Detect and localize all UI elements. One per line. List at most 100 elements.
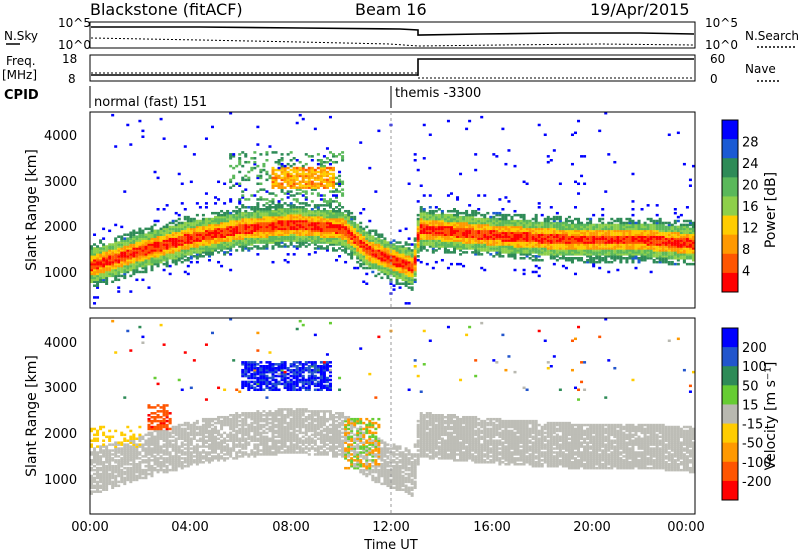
power-cell: [525, 229, 529, 233]
power-cell: [232, 217, 236, 221]
velocity-cell: [117, 474, 121, 478]
power-cell: [280, 162, 284, 166]
power-cell: [577, 249, 581, 252]
power-cell: [652, 260, 656, 264]
power-cell: [383, 272, 387, 276]
power-cell: [607, 270, 611, 274]
power-cell: [262, 162, 266, 166]
power-cell: [561, 221, 565, 225]
power-cell: [280, 204, 284, 207]
power-cell: [431, 215, 435, 219]
power-cell: [192, 225, 196, 229]
velocity-cell: [123, 461, 127, 464]
power-cell: [459, 235, 463, 238]
power-cell: [658, 257, 662, 260]
power-cell: [277, 221, 281, 225]
power-cell: [183, 221, 187, 225]
power-cell: [419, 235, 423, 238]
power-cell: [90, 245, 93, 248]
power-cell: [241, 247, 245, 250]
power-cell: [410, 243, 414, 246]
power-cell: [561, 245, 565, 248]
power-cell: [673, 219, 677, 223]
power-cell: [688, 219, 692, 223]
power-cell: [129, 266, 133, 270]
power-cell: [543, 253, 547, 256]
power-cell: [401, 266, 405, 270]
power-cell: [277, 184, 281, 187]
power-cell: [404, 278, 408, 282]
power-cell: [413, 258, 417, 262]
velocity-cell: [93, 464, 97, 468]
power-cell: [619, 243, 623, 246]
power-cell: [274, 231, 278, 235]
power-cell: [114, 243, 118, 246]
power-cell: [555, 215, 559, 219]
power-cell: [105, 249, 109, 252]
power-cell: [368, 258, 372, 262]
power-cell: [298, 233, 302, 236]
power-cell: [383, 239, 387, 242]
power-cell: [195, 241, 199, 244]
power-cell: [437, 237, 441, 240]
power-cell: [586, 223, 590, 227]
power-cell: [386, 262, 390, 266]
power-cell: [244, 206, 248, 209]
power-cell: [619, 221, 623, 225]
power-cell: [229, 180, 233, 184]
power-cell: [592, 229, 596, 233]
power-cell: [335, 215, 339, 219]
power-cell: [332, 219, 335, 223]
power-cell: [344, 213, 348, 217]
power-cell: [362, 251, 366, 254]
power-cell: [253, 208, 257, 211]
power-cell: [622, 247, 626, 250]
power-cell: [383, 255, 387, 258]
power-cell: [247, 160, 251, 164]
power-cell: [631, 208, 635, 211]
power-cell: [138, 245, 142, 248]
power-cell: [513, 243, 517, 246]
power-cell: [177, 233, 181, 236]
power-cell: [283, 209, 287, 213]
power-cell: [613, 255, 617, 258]
power-cell: [598, 253, 602, 256]
velocity-cell: [123, 476, 127, 480]
power-cell: [492, 221, 496, 225]
power-cell: [365, 231, 369, 235]
power-cell: [534, 245, 538, 248]
power-cell: [301, 209, 305, 213]
power-cell: [105, 247, 109, 250]
power-cell: [619, 229, 623, 233]
power-cell: [456, 243, 460, 246]
power-cell: [238, 223, 242, 227]
power-cell: [446, 241, 450, 244]
power-cell: [310, 208, 314, 211]
power-cell: [319, 194, 323, 197]
power-cell: [368, 253, 372, 256]
power-cell: [540, 225, 544, 229]
power-cell: [434, 229, 438, 233]
power-cell: [574, 241, 577, 244]
power-cell: [655, 257, 659, 260]
power-cell: [661, 243, 665, 246]
power-cell: [431, 245, 435, 248]
power-cell: [132, 231, 136, 235]
power-cell: [652, 221, 656, 225]
power-cell: [289, 202, 293, 205]
power-cell: [528, 243, 532, 246]
power-cell: [316, 174, 320, 178]
power-cell: [471, 237, 475, 240]
power-cell: [601, 245, 605, 248]
power-cell: [262, 239, 266, 242]
power-cell: [180, 223, 184, 227]
power-cell: [586, 227, 590, 231]
power-cell: [646, 247, 650, 250]
velocity-cell: [96, 468, 100, 472]
power-cell: [685, 243, 689, 246]
power-cell: [513, 249, 517, 252]
velocity-cell: [114, 459, 118, 462]
power-cell: [389, 258, 393, 262]
power-cell: [232, 209, 236, 213]
power-cell: [93, 249, 97, 252]
